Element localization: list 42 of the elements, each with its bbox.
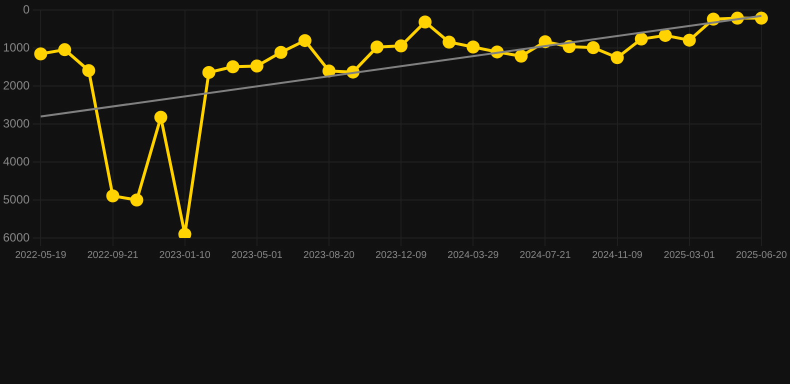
point bbox=[514, 50, 528, 63]
point bbox=[58, 43, 72, 56]
y-tick-label: 0 bbox=[23, 2, 30, 17]
x-tick-label: 2022-05-19 bbox=[15, 250, 67, 261]
point bbox=[322, 64, 336, 78]
x-tick-label: 2023-05-01 bbox=[231, 250, 283, 261]
x-tick-label: 2023-01-10 bbox=[159, 250, 211, 261]
y-tick-label: 4000 bbox=[2, 154, 30, 168]
point bbox=[586, 41, 600, 54]
point bbox=[178, 228, 192, 238]
x-tick-label: 2025-03-01 bbox=[664, 250, 716, 261]
x-tick-label: 2024-03-29 bbox=[448, 250, 500, 261]
x-tick-label: 2023-08-20 bbox=[303, 250, 355, 261]
point bbox=[418, 15, 432, 28]
y-tick-label: 5000 bbox=[2, 192, 30, 206]
point bbox=[130, 194, 144, 207]
y-tick-label: 2000 bbox=[2, 78, 30, 92]
x-tick-label: 2023-12-09 bbox=[375, 250, 428, 261]
point bbox=[106, 189, 120, 202]
point bbox=[466, 40, 480, 54]
point bbox=[394, 39, 408, 52]
point bbox=[226, 60, 240, 74]
point bbox=[442, 36, 456, 49]
point bbox=[610, 51, 624, 64]
point bbox=[634, 32, 648, 46]
x-tick-label: 2025-06-20 bbox=[736, 250, 788, 261]
point bbox=[274, 46, 288, 59]
point bbox=[82, 64, 96, 78]
y-tick-label: 1000 bbox=[2, 40, 30, 54]
x-tick-label: 2024-11-09 bbox=[592, 250, 643, 261]
point bbox=[298, 34, 312, 48]
x-tick-label: 2022-09-21 bbox=[87, 250, 139, 261]
point bbox=[682, 34, 696, 47]
point bbox=[154, 110, 168, 124]
point bbox=[538, 35, 552, 48]
x-tick-label: 2024-07-21 bbox=[520, 250, 572, 261]
point bbox=[202, 66, 216, 79]
point bbox=[250, 60, 264, 73]
y-tick-label: 3000 bbox=[2, 116, 30, 130]
point bbox=[658, 28, 672, 42]
point bbox=[370, 40, 384, 54]
y-tick-label: 6000 bbox=[2, 230, 30, 244]
